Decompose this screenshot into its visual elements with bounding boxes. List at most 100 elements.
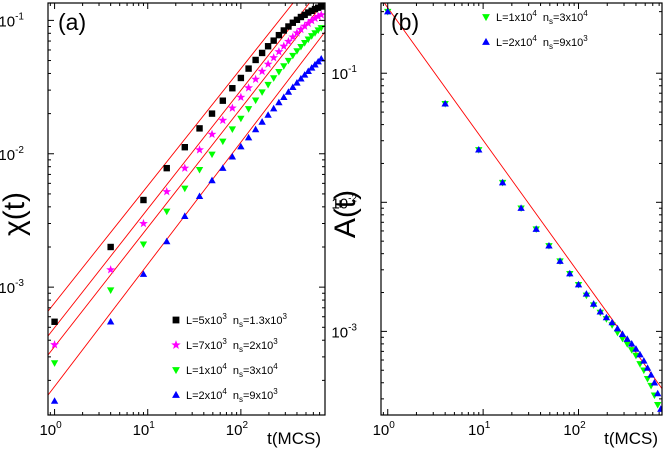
x-axis-label: t(MCS) xyxy=(604,429,658,448)
data-point xyxy=(296,24,306,34)
data-point xyxy=(308,33,316,40)
legend-label: L=1x104 ns=3x104 xyxy=(186,362,278,379)
legend-label: L=7x103 ns=2x103 xyxy=(186,337,278,354)
fit-line-3 xyxy=(48,3,324,356)
data-point xyxy=(300,71,309,78)
ticks xyxy=(48,3,326,415)
x-tick-label: 100 xyxy=(373,420,396,439)
data-point xyxy=(50,340,59,349)
plot-frame xyxy=(47,2,326,416)
data-point xyxy=(195,166,204,174)
data-point xyxy=(647,371,655,378)
data-point xyxy=(106,265,116,274)
legend-marker xyxy=(482,14,490,22)
data-point xyxy=(623,335,631,342)
data-point xyxy=(258,118,266,125)
data-point xyxy=(269,53,279,62)
data-point xyxy=(318,3,325,10)
data-point xyxy=(195,192,204,199)
legend-item: L=2x104 ns=9x103 xyxy=(482,34,588,51)
data-point xyxy=(181,143,188,151)
data-point xyxy=(228,126,237,133)
x-tick-label: 102 xyxy=(226,420,249,439)
data-point xyxy=(313,11,323,21)
data-point xyxy=(304,36,312,44)
legend-marker xyxy=(482,37,490,45)
data-point xyxy=(532,225,540,232)
data-point xyxy=(270,75,278,82)
fit-line-1 xyxy=(383,3,662,389)
data-point xyxy=(264,111,272,118)
legend-item: L=5x103 ns=1.3x103 xyxy=(172,312,287,329)
data-point xyxy=(181,212,189,219)
data-point xyxy=(654,389,662,397)
panel-label: (a) xyxy=(58,9,86,35)
legend-label: L=1x104 ns=3x104 xyxy=(496,9,588,26)
data-point xyxy=(618,335,627,343)
series-4 xyxy=(50,54,325,404)
panel-a: 100 101 102 10-3 10-2 10-1 t(MCS) χ(t) (a) L=5x10… xyxy=(0,2,326,448)
data-point xyxy=(574,280,583,288)
data-point xyxy=(252,56,259,64)
data-point xyxy=(227,103,237,112)
data-point xyxy=(628,340,636,347)
data-point xyxy=(300,40,309,47)
data-point xyxy=(545,241,553,249)
y-tick-label: 10-3 xyxy=(0,278,24,297)
data-point xyxy=(304,67,312,75)
y-axis-label: A(t) xyxy=(329,190,362,238)
data-point xyxy=(251,97,260,105)
data-point xyxy=(275,31,283,39)
data-point xyxy=(632,352,640,360)
data-point xyxy=(208,110,216,117)
data-point xyxy=(289,83,297,91)
data-point xyxy=(650,378,659,386)
legend-marker xyxy=(172,367,180,375)
data-point xyxy=(251,125,260,133)
series-2 xyxy=(50,10,325,349)
data-point xyxy=(566,269,574,277)
data-point xyxy=(284,36,293,46)
data-point xyxy=(274,47,284,56)
data-point xyxy=(297,74,305,82)
data-point xyxy=(613,329,622,337)
plot-frame xyxy=(380,2,663,416)
data-point xyxy=(237,115,245,123)
data-point xyxy=(284,88,293,95)
y-tick-label: 10-3 xyxy=(331,322,357,341)
data-point xyxy=(310,13,320,23)
panel-label: (b) xyxy=(391,9,419,35)
y-tick-label: 10-1 xyxy=(331,64,357,83)
x-tick-label: 100 xyxy=(39,420,62,439)
data-point xyxy=(139,218,148,228)
data-point xyxy=(300,21,310,30)
data-point xyxy=(441,99,449,107)
data-point xyxy=(623,341,631,348)
panel-b: 100 101 102 10-3 10-2 10-1 t(MCS) A(t) (b) L=1x10… xyxy=(329,2,663,448)
data-point xyxy=(613,324,622,332)
data-point xyxy=(258,49,266,57)
y-tick-label: 10-2 xyxy=(331,193,357,212)
data-point xyxy=(163,164,170,172)
data-point xyxy=(297,43,305,51)
fit-line-4 xyxy=(48,31,325,396)
data-point xyxy=(628,347,636,354)
legend-label: L=5x103 ns=1.3x103 xyxy=(186,312,287,329)
legend-label: L=2x104 ns=9x103 xyxy=(496,34,588,51)
ticks xyxy=(381,3,662,415)
legend-marker xyxy=(172,390,180,398)
data-point xyxy=(106,287,115,294)
fit-line-2 xyxy=(48,3,311,337)
data-point xyxy=(279,41,289,50)
data-point xyxy=(139,270,148,277)
data-point xyxy=(207,129,217,139)
data-point xyxy=(589,300,598,307)
data-point xyxy=(288,32,298,41)
data-point xyxy=(195,145,204,154)
data-point xyxy=(237,74,245,82)
data-point xyxy=(292,28,302,37)
data-point xyxy=(270,104,278,112)
data-point xyxy=(251,74,261,83)
data-point xyxy=(289,52,297,60)
